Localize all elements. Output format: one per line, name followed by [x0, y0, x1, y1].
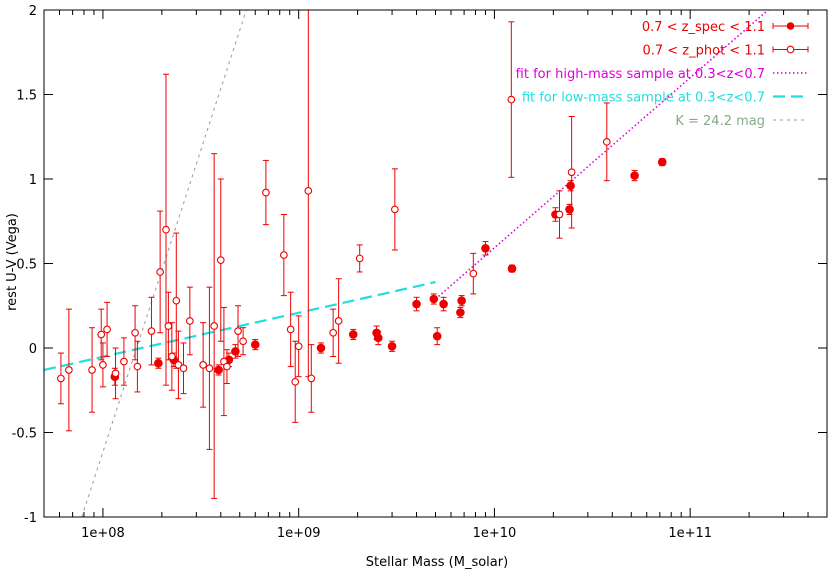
data-point — [286, 291, 295, 368]
data-point — [329, 308, 337, 357]
x-tick-label: 1e+10 — [473, 526, 517, 541]
legend-label: 0.7 < z_spec < 1.1 — [642, 20, 765, 35]
legend-entry: fit for high-mass sample at 0.3<z<0.7 — [516, 67, 808, 82]
data-point — [133, 340, 142, 393]
data-point — [334, 278, 343, 364]
data-point — [507, 264, 517, 273]
data-point — [88, 327, 96, 413]
legend-label: fit for high-mass sample at 0.3<z<0.7 — [516, 67, 765, 82]
data-point — [205, 286, 214, 450]
data-point — [97, 308, 106, 361]
legend-entry: 0.7 < z_phot < 1.1 — [642, 44, 809, 59]
legend-label: fit for low-mass sample at 0.3<z<0.7 — [522, 91, 765, 106]
data-point — [156, 210, 164, 334]
legend-entry: fit for low-mass sample at 0.3<z<0.7 — [522, 91, 808, 106]
y-tick-label: 1 — [29, 173, 37, 188]
x-tick-label: 1e+11 — [668, 526, 712, 541]
plot-frame — [43, 9, 828, 518]
fit-line-0 — [434, 9, 769, 300]
data-point — [469, 252, 478, 295]
y-tick-label: 2 — [29, 4, 37, 19]
data-point — [567, 115, 576, 229]
data-point — [199, 322, 207, 408]
data-point — [103, 301, 111, 357]
data-point — [412, 296, 421, 312]
legend-label: 0.7 < z_phot < 1.1 — [642, 44, 765, 59]
x-tick-label: 1e+09 — [277, 526, 321, 541]
data-point — [250, 339, 260, 351]
y-tick-label: 1.5 — [16, 89, 37, 104]
data-point — [630, 170, 639, 182]
data-point — [220, 306, 228, 417]
data-point — [239, 327, 247, 356]
data-point — [291, 340, 300, 423]
data-point — [179, 342, 188, 395]
data-point — [391, 168, 399, 251]
data-point — [316, 342, 326, 354]
data-point — [304, 10, 313, 378]
fit-line-2 — [81, 9, 247, 518]
y-axis-title: rest U-V (Vega) — [5, 213, 20, 311]
fit-line-1 — [43, 281, 436, 372]
data-point — [602, 102, 611, 182]
legend-entry: 0.7 < z_spec < 1.1 — [642, 20, 809, 35]
data-point — [307, 344, 316, 413]
data-point — [214, 364, 223, 376]
plot-border — [43, 9, 828, 518]
y-tick-label: -1 — [24, 511, 37, 526]
data-point — [154, 357, 163, 369]
data-point — [216, 178, 225, 342]
data-point — [387, 340, 397, 352]
data-point — [657, 157, 667, 167]
data-point — [481, 241, 490, 256]
data-point — [373, 330, 383, 346]
fit-lines — [43, 9, 769, 518]
data-point — [262, 159, 270, 226]
data-point — [131, 305, 139, 361]
data-point — [99, 342, 107, 388]
data-point — [162, 73, 170, 386]
data-point — [555, 190, 564, 239]
axis-ticks: 1e+08 1e+09 1e+10 1e+11 -1 -0.5 0 0.5 1 1.5 2 — [12, 4, 828, 541]
data-point — [439, 296, 448, 312]
data-point — [231, 344, 240, 359]
y-tick-label: 0 — [29, 342, 37, 357]
data-point — [429, 293, 439, 305]
x-tick-label: 1e+08 — [81, 526, 125, 541]
data-point — [172, 232, 181, 369]
data-point — [565, 203, 574, 215]
x-axis-title: Stellar Mass (M_solar) — [366, 555, 508, 570]
legend: 0.7 < z_spec < 1.1 0.7 < z_phot < 1.1 fit … — [516, 20, 809, 129]
data-point — [210, 153, 219, 499]
data-point — [294, 315, 303, 378]
data-point — [566, 180, 575, 192]
data-point — [111, 347, 120, 400]
data-points — [57, 10, 667, 499]
legend-entry: K = 24.2 mag — [675, 114, 808, 129]
data-point — [147, 296, 156, 366]
legend-label: K = 24.2 mag — [675, 114, 765, 129]
data-point — [223, 349, 231, 384]
data-point — [168, 322, 176, 391]
data-point — [120, 337, 128, 386]
data-point — [432, 327, 442, 346]
data-point — [457, 295, 466, 307]
data-point — [348, 328, 358, 341]
data-point — [456, 306, 465, 319]
data-point — [355, 244, 364, 273]
data-point — [57, 352, 65, 405]
y-tick-label: 0.5 — [16, 258, 37, 273]
y-tick-label: -0.5 — [12, 427, 37, 442]
data-point — [65, 308, 73, 432]
data-point — [185, 286, 194, 356]
data-point — [234, 305, 242, 357]
data-point — [280, 213, 288, 297]
data-point — [507, 21, 516, 178]
